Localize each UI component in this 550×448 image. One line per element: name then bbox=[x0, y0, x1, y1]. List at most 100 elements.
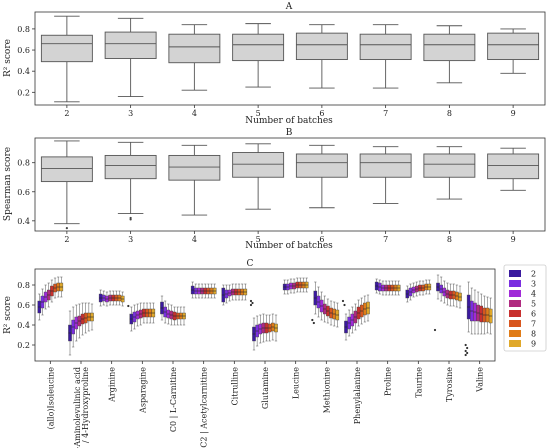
x-tick-label: 2 bbox=[64, 235, 69, 244]
legend-label: 9 bbox=[531, 340, 536, 349]
legend-label: 5 bbox=[531, 300, 536, 309]
box bbox=[487, 153, 540, 180]
x-tick-label: / 4-Hydroxyproline bbox=[81, 367, 90, 443]
legend-swatch bbox=[509, 270, 521, 277]
x-tick-label: 7 bbox=[383, 235, 388, 244]
panel-b-xlabel: Number of batches bbox=[245, 241, 333, 251]
y-tick-label: 0.6 bbox=[17, 188, 30, 197]
y-tick-label: 0.8 bbox=[17, 25, 30, 34]
y-tick-label: 0.4 bbox=[17, 67, 30, 76]
panel-a-marks: 0.2 0.4 0.6 0.8 2 3 4 5 6 7 8 9 bbox=[17, 15, 540, 118]
outlier-point bbox=[466, 346, 469, 350]
outlier-point bbox=[312, 321, 315, 325]
box bbox=[104, 154, 157, 180]
box bbox=[168, 33, 221, 64]
outlier-point bbox=[433, 328, 437, 332]
y-tick-label: 0.2 bbox=[17, 88, 30, 97]
panel-c-title: C bbox=[247, 259, 254, 269]
x-tick-label: (allo)Isoleucine bbox=[46, 367, 55, 430]
legend-swatch bbox=[509, 330, 521, 337]
y-tick-label: 0.4 bbox=[17, 217, 30, 226]
y-tick-label: 0.2 bbox=[17, 341, 30, 350]
legend-swatch bbox=[509, 320, 521, 327]
panel-b-frame bbox=[34, 137, 546, 232]
x-tick-label: Valine bbox=[476, 367, 485, 393]
box bbox=[295, 32, 348, 61]
panel-b: B Spearman score Number of batches 0.4 0.… bbox=[3, 128, 546, 251]
legend-label: 8 bbox=[531, 330, 536, 339]
outlier-point bbox=[341, 299, 345, 303]
x-tick-label: 8 bbox=[447, 235, 452, 244]
outlier-point bbox=[311, 318, 314, 322]
outlier-point bbox=[251, 301, 254, 305]
y-tick-label: 0.6 bbox=[17, 46, 30, 55]
panel-a-xlabel: Number of batches bbox=[245, 116, 333, 126]
panel-a-title: A bbox=[285, 2, 293, 12]
x-tick-label: Tyrosine bbox=[445, 367, 454, 402]
x-tick-label: Citrulline bbox=[230, 367, 239, 406]
box bbox=[359, 153, 412, 178]
box bbox=[104, 31, 157, 59]
panel-b-marks: 0.4 0.6 0.8 2 3 4 5 6 7 8 9 bbox=[17, 140, 540, 244]
x-tick-label: 5 bbox=[256, 109, 261, 118]
box bbox=[423, 153, 476, 178]
x-tick-label: Glutamine bbox=[261, 367, 270, 409]
legend-swatch bbox=[509, 280, 521, 287]
box bbox=[487, 32, 540, 61]
legend-label: 6 bbox=[531, 310, 536, 319]
outlier-point bbox=[343, 303, 346, 307]
legend-swatch bbox=[509, 310, 521, 317]
outlier-point bbox=[464, 343, 467, 347]
y-tick-label: 0.8 bbox=[17, 159, 30, 168]
legend-label: 2 bbox=[531, 270, 536, 279]
legend-label: 7 bbox=[531, 320, 536, 329]
x-tick-label: Taurine bbox=[414, 367, 423, 398]
y-tick-label: 0.6 bbox=[17, 301, 30, 310]
outlier-point bbox=[65, 226, 68, 230]
panel-c-marks: 0.2 0.4 0.6 0.8 (allo)Isoleucine 5-Aminolevul… bbox=[17, 274, 493, 448]
legend-label: 3 bbox=[531, 280, 536, 289]
legend-swatch bbox=[509, 300, 521, 307]
x-tick-label: 6 bbox=[319, 109, 324, 118]
x-tick-label: 6 bbox=[319, 235, 324, 244]
panel-b-title: B bbox=[286, 128, 293, 138]
x-tick-label: Arginine bbox=[108, 367, 117, 403]
x-tick-label: 4 bbox=[192, 109, 197, 118]
x-tick-label: C0 | L-Carnitine bbox=[169, 367, 178, 432]
panel-c: C R² score 0.2 0.4 0.6 0.8 (allo)Isoleucine 5… bbox=[3, 259, 547, 448]
x-tick-label: 8 bbox=[447, 109, 452, 118]
x-tick-label: 2 bbox=[64, 109, 69, 118]
panel-a: A R² score Number of batches 0.20.40.60.… bbox=[3, 2, 546, 126]
x-tick-label: 4 bbox=[192, 235, 197, 244]
panel-b-ylabel: Spearman score bbox=[3, 147, 13, 221]
x-tick-label: Proline bbox=[384, 367, 393, 396]
x-tick-label: Asparagine bbox=[138, 367, 147, 414]
box bbox=[168, 154, 221, 181]
box bbox=[232, 33, 285, 62]
box bbox=[40, 156, 93, 183]
legend-swatch bbox=[509, 340, 521, 347]
outlier-point bbox=[464, 349, 467, 353]
box bbox=[423, 33, 476, 62]
panel-c-ylabel: R² score bbox=[3, 296, 13, 334]
panel-a-ylabel: R² score bbox=[3, 39, 13, 77]
outlier-point bbox=[129, 216, 132, 220]
legend-swatch bbox=[509, 290, 521, 297]
x-tick-label: Methionine bbox=[322, 367, 331, 414]
y-tick-label: 0.4 bbox=[17, 321, 30, 330]
x-tick-label: Leucine bbox=[292, 367, 301, 399]
legend-frame bbox=[503, 264, 547, 352]
x-tick-label: 9 bbox=[511, 235, 516, 244]
x-tick-label: 3 bbox=[128, 109, 133, 118]
x-tick-label: 5-Aminolevulinic acid bbox=[73, 367, 82, 448]
outlier-point bbox=[466, 351, 469, 355]
x-tick-label: 9 bbox=[511, 109, 516, 118]
box bbox=[40, 34, 93, 63]
box bbox=[359, 33, 412, 61]
outlier-point bbox=[127, 304, 130, 308]
legend-label: 4 bbox=[531, 290, 536, 299]
x-tick-label: 7 bbox=[383, 109, 388, 118]
outlier-point bbox=[464, 353, 467, 357]
